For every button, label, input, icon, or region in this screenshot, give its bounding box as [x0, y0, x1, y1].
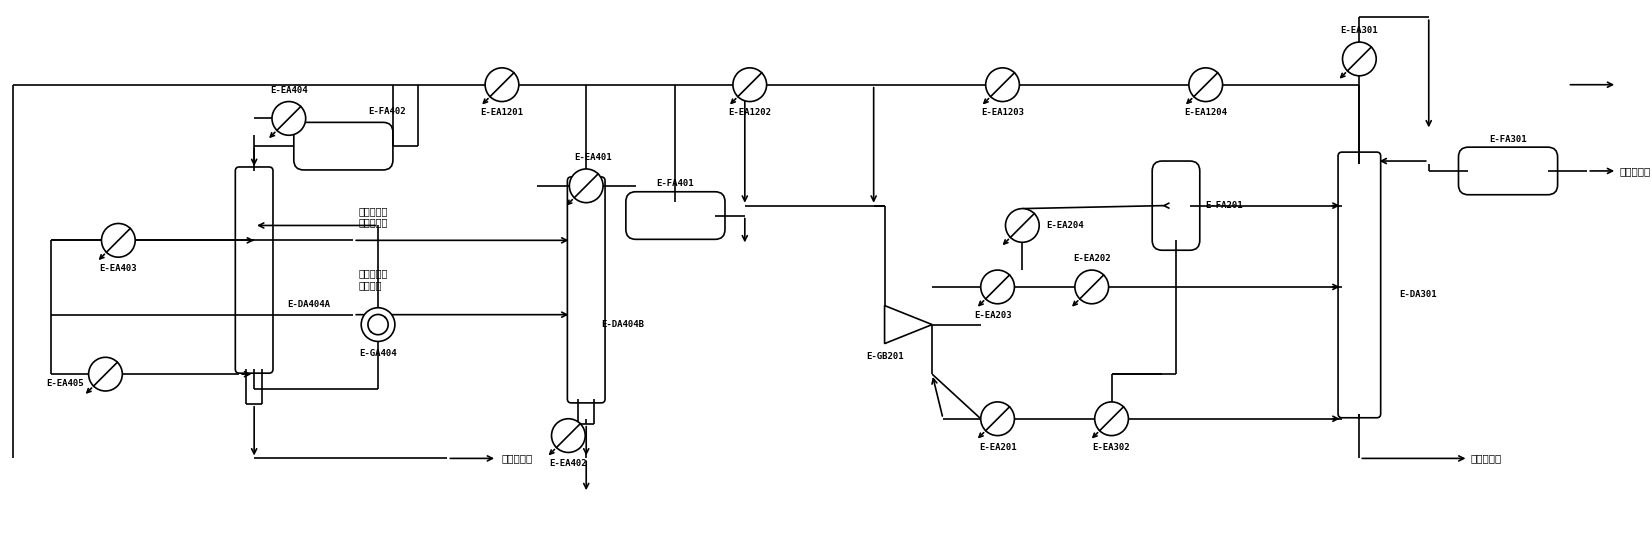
Circle shape: [981, 402, 1014, 436]
Text: E-EA403: E-EA403: [99, 264, 137, 273]
Text: 去脈乙烷塔: 去脈乙烷塔: [1470, 453, 1502, 463]
Circle shape: [273, 102, 306, 135]
Text: E-EA1203: E-EA1203: [981, 108, 1024, 118]
Text: E-EA201: E-EA201: [978, 442, 1016, 452]
FancyBboxPatch shape: [567, 177, 605, 403]
Text: 去脈丁烷塔: 去脈丁烷塔: [502, 453, 534, 463]
Text: E-GB201: E-GB201: [866, 351, 904, 361]
Text: E-EA302: E-EA302: [1092, 442, 1130, 452]
Circle shape: [570, 169, 603, 203]
Text: E-DA404B: E-DA404B: [601, 320, 644, 329]
Circle shape: [89, 357, 122, 391]
FancyBboxPatch shape: [1459, 147, 1558, 195]
Text: E-EA204: E-EA204: [1046, 221, 1084, 230]
Text: E-FA402: E-FA402: [368, 107, 406, 116]
Circle shape: [1095, 402, 1128, 436]
Circle shape: [1189, 68, 1222, 102]
Circle shape: [733, 68, 767, 102]
Circle shape: [1343, 42, 1376, 76]
Text: 裂解气气相
干燥气进料: 裂解气气相 干燥气进料: [358, 206, 388, 228]
Polygon shape: [884, 306, 932, 344]
Text: 甲烷、氢气: 甲烷、氢气: [1619, 166, 1650, 176]
Text: E-EA405: E-EA405: [46, 379, 84, 388]
Circle shape: [981, 270, 1014, 304]
Circle shape: [362, 307, 395, 341]
Text: E-FA301: E-FA301: [1488, 135, 1526, 144]
Circle shape: [552, 419, 585, 452]
Circle shape: [101, 224, 135, 257]
Circle shape: [986, 68, 1019, 102]
Text: E-EA301: E-EA301: [1340, 26, 1378, 35]
FancyBboxPatch shape: [1151, 161, 1199, 250]
Text: E-EA1204: E-EA1204: [1184, 108, 1227, 118]
Text: E-DA404A: E-DA404A: [287, 300, 330, 309]
Circle shape: [1006, 209, 1039, 243]
FancyBboxPatch shape: [235, 167, 273, 373]
FancyBboxPatch shape: [294, 122, 393, 170]
Text: E-FA201: E-FA201: [1206, 201, 1244, 210]
FancyBboxPatch shape: [1338, 152, 1381, 418]
Text: E-EA203: E-EA203: [973, 311, 1011, 320]
Text: E-EA402: E-EA402: [550, 460, 586, 468]
Circle shape: [486, 68, 519, 102]
FancyBboxPatch shape: [626, 192, 725, 239]
Text: E-EA202: E-EA202: [1072, 254, 1110, 263]
Text: E-FA401: E-FA401: [656, 179, 694, 188]
Text: 裂解气沟相
干燥进料: 裂解气沟相 干燥进料: [358, 268, 388, 290]
Text: E-DA301: E-DA301: [1399, 290, 1437, 299]
Text: E-EA1201: E-EA1201: [481, 108, 524, 118]
Text: E-EA401: E-EA401: [575, 153, 611, 162]
Circle shape: [1075, 270, 1108, 304]
Text: E-GA404: E-GA404: [358, 349, 396, 359]
Text: E-EA1202: E-EA1202: [729, 108, 771, 118]
Text: E-EA404: E-EA404: [269, 85, 307, 94]
